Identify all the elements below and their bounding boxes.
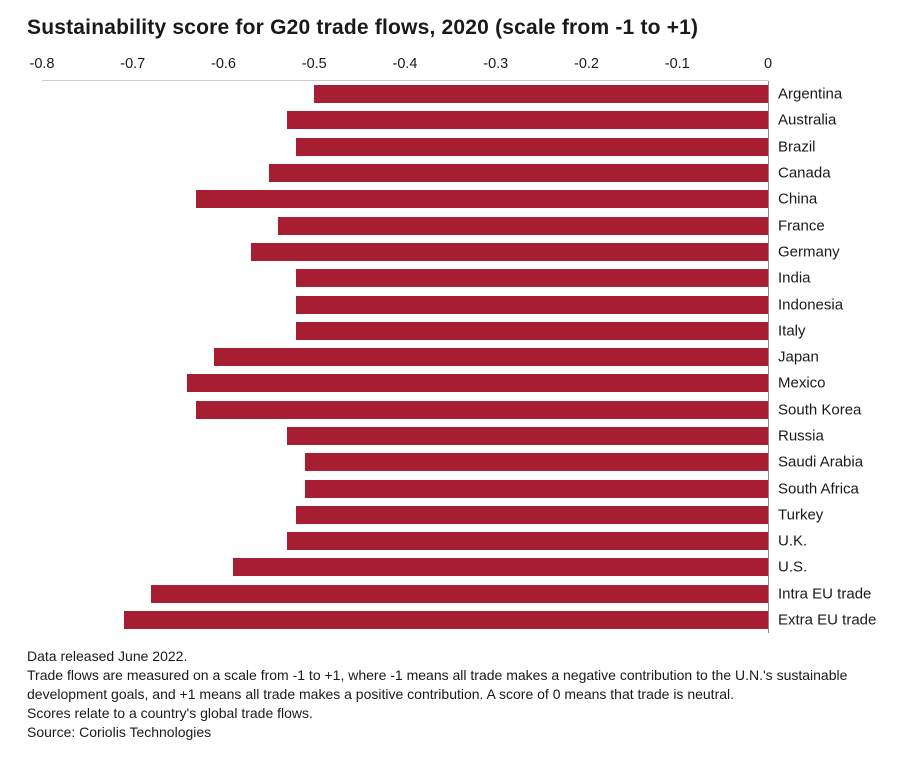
bar-row: Indonesia bbox=[42, 291, 843, 317]
category-label: India bbox=[778, 269, 811, 287]
bar-rows: Argentina Australia Brazil Canada China Franc… bbox=[42, 81, 876, 633]
bar-row: Germany bbox=[42, 239, 840, 265]
x-tick-label: 0 bbox=[763, 56, 773, 72]
category-label: Saudi Arabia bbox=[778, 453, 864, 471]
bar-france bbox=[277, 216, 768, 235]
category-label: Extra EU trade bbox=[778, 611, 877, 629]
category-label: U.K. bbox=[778, 532, 808, 550]
category-label: China bbox=[778, 190, 818, 208]
bar-mexico bbox=[187, 374, 768, 393]
bar-saudi-arabia bbox=[305, 453, 768, 472]
bar-row: India bbox=[42, 265, 811, 291]
bar-row: Italy bbox=[42, 318, 806, 344]
category-label: South Korea bbox=[778, 401, 862, 419]
category-label: Italy bbox=[778, 322, 806, 340]
x-tick-label: -0.6 bbox=[211, 56, 236, 72]
bar-row: South Africa bbox=[42, 475, 859, 501]
chart-footnotes: Data released June 2022. Trade flows are… bbox=[27, 647, 894, 742]
x-axis: -0.8 -0.7 -0.6 -0.5 -0.4 -0.3 -0.2 -0.1 0 bbox=[30, 40, 773, 80]
footnote-source: Source: Coriolis Technologies bbox=[27, 724, 212, 741]
bar-turkey bbox=[296, 505, 768, 524]
bar-brazil bbox=[296, 137, 768, 156]
bar-canada bbox=[268, 164, 768, 183]
category-label: U.S. bbox=[778, 558, 808, 576]
bar-south-korea bbox=[196, 400, 768, 419]
bar-australia bbox=[287, 111, 768, 130]
bar-row: China bbox=[42, 186, 817, 212]
bar-extra-eu-trade bbox=[123, 611, 768, 630]
bar-china bbox=[196, 190, 768, 209]
bar-row: Australia bbox=[42, 107, 836, 133]
bar-row: Extra EU trade bbox=[42, 607, 876, 633]
bar-row: South Korea bbox=[42, 397, 861, 423]
category-label: France bbox=[778, 217, 825, 235]
category-label: South Africa bbox=[778, 480, 859, 498]
chart-title: Sustainability score for G20 trade flows… bbox=[27, 16, 699, 39]
bar-chart: -0.8 -0.7 -0.6 -0.5 -0.4 -0.3 -0.2 -0.1 0 Argent… bbox=[0, 40, 918, 634]
bar-germany bbox=[250, 242, 768, 261]
bar-row: Mexico bbox=[42, 370, 826, 396]
category-label: Intra EU trade bbox=[778, 585, 872, 603]
x-tick-label: -0.2 bbox=[574, 56, 599, 72]
zero-axis-line bbox=[768, 81, 769, 634]
category-label: Canada bbox=[778, 164, 831, 182]
x-tick-label: -0.7 bbox=[120, 56, 146, 72]
footnote-release-date: Data released June 2022. bbox=[27, 648, 188, 665]
bar-italy bbox=[296, 321, 768, 340]
bar-row: U.K. bbox=[42, 528, 807, 554]
category-label: Mexico bbox=[778, 374, 826, 392]
bar-row: France bbox=[42, 212, 825, 238]
bar-south-africa bbox=[305, 479, 768, 498]
x-tick-label: -0.1 bbox=[664, 56, 690, 72]
x-tick-label: -0.3 bbox=[483, 56, 509, 72]
category-label: Japan bbox=[778, 348, 819, 366]
bar-u-s- bbox=[232, 558, 768, 577]
bar-row: Intra EU trade bbox=[42, 581, 871, 607]
x-tick-label: -0.5 bbox=[301, 56, 327, 72]
bar-u-k- bbox=[287, 532, 768, 551]
x-tick-label: -0.8 bbox=[29, 56, 55, 72]
footnote-scope: Scores relate to a country's global trad… bbox=[27, 705, 313, 722]
bar-indonesia bbox=[296, 295, 768, 314]
bar-row: U.S. bbox=[42, 554, 807, 580]
bar-row: Brazil bbox=[42, 134, 816, 160]
bar-row: Canada bbox=[42, 160, 831, 186]
category-label: Germany bbox=[778, 243, 840, 261]
category-label: Russia bbox=[778, 427, 824, 445]
plot-area: Argentina Australia Brazil Canada China Franc… bbox=[42, 80, 876, 634]
bar-japan bbox=[214, 348, 768, 367]
category-label: Australia bbox=[778, 111, 837, 129]
category-label: Argentina bbox=[778, 85, 843, 103]
category-label: Turkey bbox=[778, 506, 824, 524]
bar-india bbox=[296, 269, 768, 288]
category-label: Indonesia bbox=[778, 296, 844, 314]
category-label: Brazil bbox=[778, 138, 816, 156]
bar-row: Russia bbox=[42, 423, 824, 449]
bar-row: Japan bbox=[42, 344, 819, 370]
bar-intra-eu-trade bbox=[150, 584, 768, 603]
bar-argentina bbox=[314, 85, 768, 104]
bar-russia bbox=[287, 427, 768, 445]
x-tick-label: -0.4 bbox=[392, 56, 418, 72]
bar-row: Saudi Arabia bbox=[42, 449, 863, 475]
bar-row: Argentina bbox=[42, 81, 842, 107]
footnote-methodology: Trade flows are measured on a scale from… bbox=[27, 667, 848, 703]
bar-row: Turkey bbox=[42, 502, 823, 528]
